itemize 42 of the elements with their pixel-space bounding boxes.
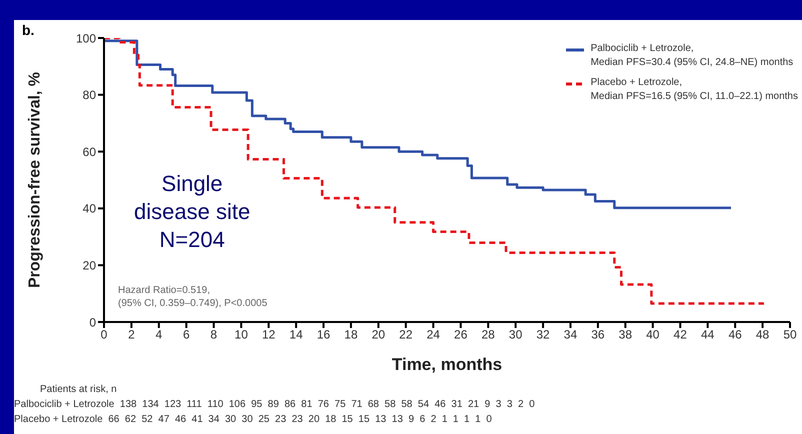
- x-tick-label: 40: [646, 328, 660, 342]
- y-axis-title: Progression-free survival, %: [26, 72, 44, 288]
- x-tick-label: 10: [234, 328, 248, 342]
- x-tick-label: 32: [536, 328, 550, 342]
- x-axis-title: Time, months: [392, 355, 502, 374]
- x-tick-label: 38: [618, 328, 632, 342]
- chart-title: b.: [22, 22, 34, 38]
- y-tick-label: 80: [82, 88, 96, 102]
- y-tick-label: 100: [76, 31, 96, 46]
- legend-label: Placebo + Letrozole, Median PFS=16.5 (95% CI, 11.0–22.1) months: [590, 76, 798, 104]
- x-tick-label: 50: [783, 328, 797, 342]
- x-tick-label: 20: [372, 328, 386, 342]
- annotation: Hazard Ratio=0.519, (95% CI, 0.359–0.749), P<0.0005: [118, 284, 268, 310]
- text: Placebo + Letrozole 66 62 52 47 46 41 34 30 30 25 23 23 20 18 15 15 13 13 9 6 2 1 1 1 1 0: [14, 413, 493, 427]
- x-tick-label: 48: [756, 328, 770, 342]
- y-tick-label: 60: [82, 144, 96, 159]
- x-tick-label: 8: [210, 328, 218, 342]
- x-tick-label: 30: [508, 328, 523, 342]
- x-tick-label: 34: [564, 328, 578, 342]
- x-tick-label: 24: [426, 328, 440, 342]
- x-tick-label: 2: [128, 328, 136, 342]
- x-tick-label: 0: [100, 328, 108, 342]
- x-tick-label: 36: [591, 328, 605, 342]
- x-tick-label: 12: [262, 328, 276, 342]
- y-tick-label: 40: [82, 202, 96, 216]
- legend-label: Palbociclib + Letrozole, Median PFS=30.4 (95% CI, 24.8–NE) months: [590, 42, 794, 70]
- annotation: Single disease site N=204: [134, 170, 250, 254]
- x-tick-label: 44: [701, 328, 715, 342]
- x-tick-label: 4: [156, 328, 163, 342]
- x-tick-label: 28: [481, 328, 496, 342]
- x-tick-label: 18: [344, 328, 358, 342]
- x-tick-label: 6: [182, 328, 190, 342]
- x-tick-label: 22: [399, 328, 413, 342]
- x-tick-label: 16: [316, 328, 331, 342]
- text: Patients at risk, n: [39, 383, 118, 397]
- y-tick-label: 0: [89, 315, 96, 330]
- x-tick-label: 26: [454, 328, 468, 342]
- text: Palbociclib + Letrozole 138 134 123 111 110 106 95 89 86 81 76 75 71 68 58 58 54 46 31 21 9 3 3 2 0: [14, 398, 535, 412]
- x-tick-label: 42: [674, 328, 688, 342]
- x-tick-label: 46: [728, 328, 742, 342]
- x-tick-label: 14: [289, 328, 304, 342]
- y-tick-label: 20: [82, 258, 96, 272]
